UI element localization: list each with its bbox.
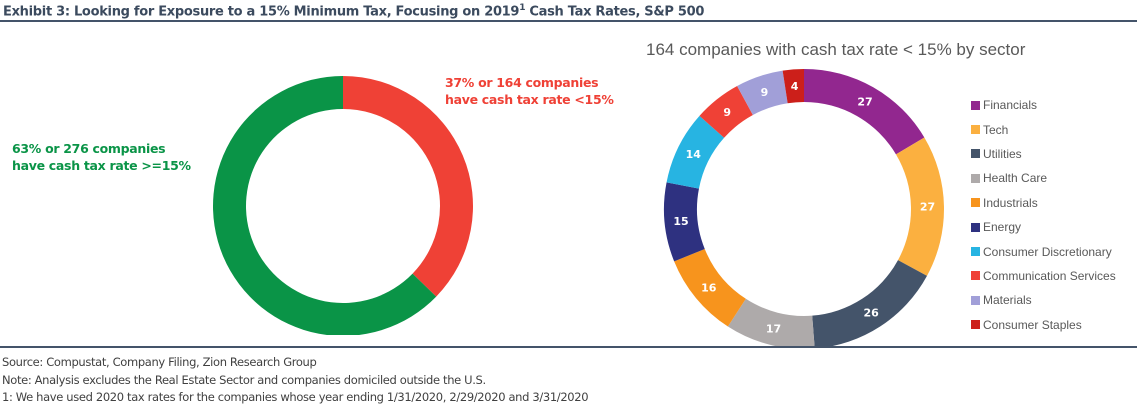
analysis-note: Note: Analysis excludes the Real Estate … [2,372,486,387]
slice-materials [737,70,788,115]
legend-item-consumer-discretionary: Consumer Discretionary [971,239,1116,263]
data-label-financials: 27 [857,96,872,109]
legend-item-health-care: Health Care [971,166,1116,190]
legend-label: Industrials [983,195,1038,210]
legend-label: Utilities [983,146,1022,161]
slice-health-care [727,298,815,346]
slice-utilities [812,260,927,346]
legend-swatch [971,125,980,135]
legend-swatch [971,100,980,110]
legend-swatch [971,222,980,232]
title-text-suffix: Cash Tax Rates, S&P 500 [525,4,705,20]
slice-industrials [674,248,746,327]
legend-label: Materials [983,293,1032,308]
slice-cash-tax-rate-15 [343,76,474,297]
data-label-communication-services: 9 [723,106,731,119]
exhibit-title: Exhibit 3: Looking for Exposure to a 15%… [3,3,704,19]
legend-item-consumer-staples: Consumer Staples [971,313,1116,337]
data-label-consumer-discretionary: 14 [686,148,702,161]
legend-item-utilities: Utilities [971,142,1116,166]
legend-swatch [971,149,980,159]
data-label-energy: 15 [673,215,688,228]
source-note: Source: Compustat, Company Filing, Zion … [2,355,317,369]
legend-label: Tech [983,122,1009,137]
slice-tech [895,137,944,276]
green-label-line1: 63% or 276 companies [12,141,166,156]
slice-cash-tax-rate-15 [213,76,437,335]
right-donut-chart: 27 27 26 17 16 15 14 9 9 4 [664,69,944,346]
legend-label: Energy [983,220,1022,235]
footnote: 1: We have used 2020 tax rates for the c… [2,390,589,404]
title-text: Exhibit 3: Looking for Exposure to a 15%… [3,4,520,20]
legend-label: Consumer Discretionary [983,244,1112,259]
data-label-tech: 27 [920,201,935,214]
legend-swatch [971,247,980,257]
sector-legend: Financials Tech Utilities Health Care Indust… [971,93,1116,337]
footer-notes: Source: Compustat, Company Filing, Zion … [2,354,589,407]
legend-item-materials: Materials [971,288,1116,312]
charts-canvas: 27 27 26 17 16 15 14 9 9 4 [213,69,944,346]
green-segment-label: 63% or 276 companies have cash tax rate … [12,140,191,174]
bottom-divider [0,346,1137,348]
legend-label: Financials [983,98,1038,113]
slice-communication-services [699,86,753,138]
red-label-line2: have cash tax rate <15% [445,92,614,107]
slice-consumer-staples [782,69,804,104]
left-donut-chart [213,76,474,335]
data-label-utilities: 26 [863,307,879,320]
sector-chart-title: 164 companies with cash tax rate < 15% b… [646,40,1026,59]
legend-label: Health Care [983,171,1048,186]
legend-label: Communication Services [983,268,1116,283]
slice-consumer-discretionary [666,115,725,189]
legend-swatch [971,320,980,330]
legend-swatch [971,198,980,208]
legend-swatch [971,173,980,183]
red-segment-label: 37% or 164 companies have cash tax rate … [445,74,614,108]
top-divider [0,20,1137,22]
green-label-line2: have cash tax rate >=15% [12,158,191,173]
data-label-consumer-staples: 4 [791,80,799,93]
slice-financials [804,69,925,155]
legend-item-tech: Tech [971,117,1116,141]
data-label-health-care: 17 [766,323,781,336]
title-footnote-marker: 1 [519,3,526,13]
slice-energy [664,182,705,262]
legend-item-industrials: Industrials [971,191,1116,215]
legend-swatch [971,295,980,305]
legend-item-energy: Energy [971,215,1116,239]
legend-swatch [971,271,980,281]
legend-label: Consumer Staples [983,317,1082,332]
data-label-materials: 9 [761,86,769,99]
legend-item-financials: Financials [971,93,1116,117]
red-label-line1: 37% or 164 companies [445,75,599,90]
data-label-industrials: 16 [701,282,717,295]
legend-item-communication-services: Communication Services [971,264,1116,288]
